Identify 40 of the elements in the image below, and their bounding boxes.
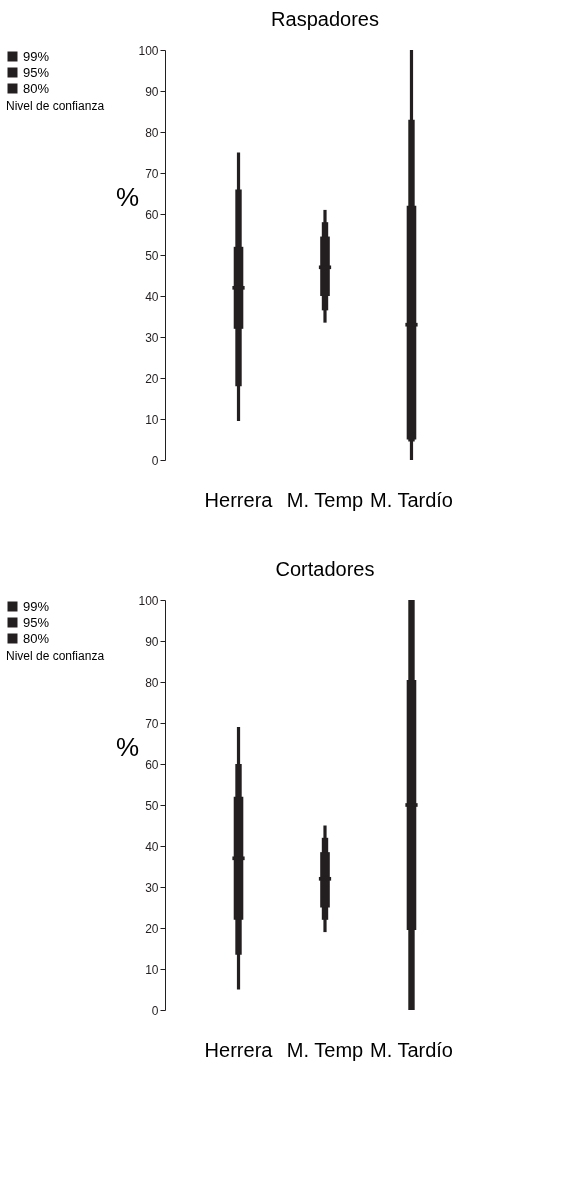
x-tick-label: M. Temp xyxy=(286,1038,364,1061)
y-tick-label: 50 xyxy=(145,798,159,813)
x-tick-label: M. Temp xyxy=(286,488,364,511)
y-tick-label: 20 xyxy=(145,371,159,386)
chart-title: Raspadores xyxy=(271,8,379,30)
y-tick-label: 70 xyxy=(145,716,159,731)
y-tick-label: 10 xyxy=(145,962,159,977)
chart-title: Cortadores xyxy=(275,558,375,580)
y-tick-label: 90 xyxy=(145,84,159,99)
y-tick-label: 50 xyxy=(145,248,159,263)
legend-label: 99% xyxy=(23,598,50,614)
x-tick-label: Herrera xyxy=(204,1038,274,1061)
y-tick-label: 60 xyxy=(145,757,159,772)
legend-label: 80% xyxy=(23,630,50,646)
y-tick-label: 30 xyxy=(145,330,159,345)
legend-title: Nivel de confianza xyxy=(6,649,105,663)
y-tick-label: 10 xyxy=(145,412,159,427)
y-axis-title: % xyxy=(115,181,140,212)
y-tick-label: 70 xyxy=(145,166,159,181)
y-tick-label: 0 xyxy=(151,1003,159,1018)
y-tick-label: 30 xyxy=(145,880,159,895)
legend-title: Nivel de confianza xyxy=(6,99,105,113)
y-tick-label: 100 xyxy=(138,593,159,608)
y-tick-label: 80 xyxy=(145,675,159,690)
y-axis-title: % xyxy=(115,731,140,762)
legend-label: 80% xyxy=(23,80,50,96)
y-tick-label: 90 xyxy=(145,634,159,649)
y-tick-label: 80 xyxy=(145,125,159,140)
y-tick-label: 60 xyxy=(145,207,159,222)
legend-label: 95% xyxy=(23,614,50,630)
y-tick-label: 40 xyxy=(145,839,159,854)
x-tick-label: Herrera xyxy=(204,488,274,511)
x-tick-label: M. Tardío xyxy=(369,488,453,511)
legend-label: 95% xyxy=(23,64,50,80)
y-tick-label: 20 xyxy=(145,921,159,936)
y-tick-label: 40 xyxy=(145,289,159,304)
y-tick-label: 100 xyxy=(138,43,159,58)
x-tick-label: M. Tardío xyxy=(369,1038,453,1061)
y-tick-label: 0 xyxy=(151,453,159,468)
legend-label: 99% xyxy=(23,48,50,64)
